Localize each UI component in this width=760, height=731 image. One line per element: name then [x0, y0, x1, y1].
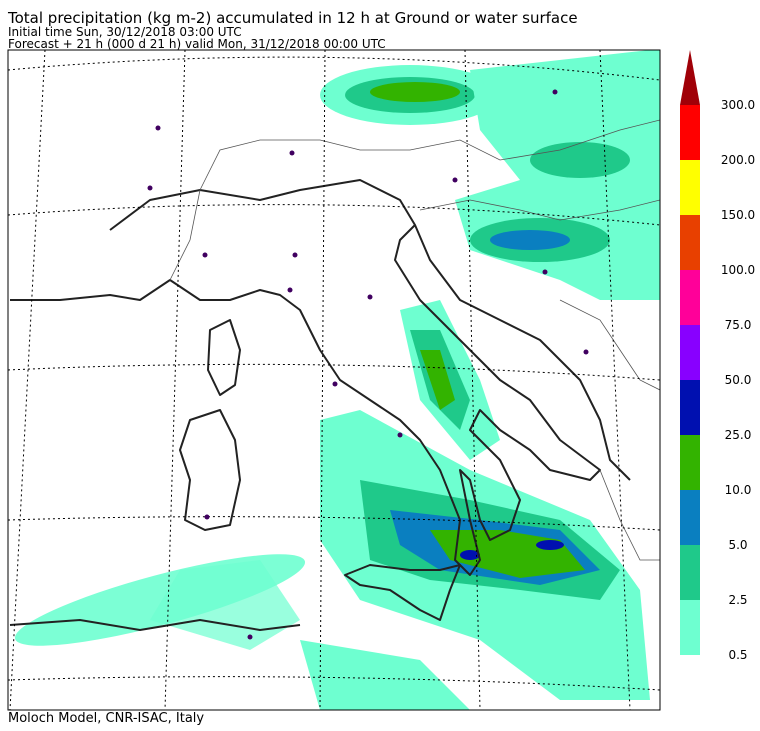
map: [8, 50, 660, 710]
colorbar-band: [680, 380, 700, 435]
forecast-time: Forecast + 21 h (000 d 21 h) valid Mon, …: [8, 37, 386, 51]
colorbar-label: 150.0: [721, 208, 755, 222]
colorbar-band: [680, 545, 700, 600]
footer: Moloch Model, CNR-ISAC, Italy: [8, 711, 204, 726]
colorbar-label: 10.0: [725, 483, 752, 497]
colorbar-band: [680, 215, 700, 270]
coastlines: [9, 179, 631, 631]
colorbar-label: 5.0: [728, 538, 747, 552]
colorbar-label: 200.0: [721, 153, 755, 167]
map-frame: [7, 49, 661, 711]
colorbar-label: 50.0: [725, 373, 752, 387]
colorbar-band: [680, 490, 700, 545]
colorbar-label: 0.5: [728, 648, 747, 662]
colorbar-over-arrow: [680, 50, 700, 105]
colorbar-band: [680, 105, 700, 160]
colorbar-band: [680, 325, 700, 380]
graticule: [8, 50, 660, 710]
cities: [147, 89, 589, 640]
title: Total precipitation (kg m-2) accumulated…: [7, 9, 578, 27]
colorbar-label: 100.0: [721, 263, 755, 277]
colorbar-band: [680, 435, 700, 490]
colorbar: 0.5 2.5 5.0 10.0 25.0 50.0 75.0 100.0 150.0 200.0…: [680, 50, 755, 662]
colorbar-label: 300.0: [721, 98, 755, 112]
initial-time: Initial time Sun, 30/12/2018 03:00 UTC: [8, 25, 242, 39]
colorbar-band: [680, 270, 700, 325]
borders: [169, 119, 660, 561]
colorbar-band: [680, 160, 700, 215]
colorbar-label: 2.5: [728, 593, 747, 607]
colorbar-label: 25.0: [725, 428, 752, 442]
colorbar-band: [680, 600, 700, 655]
colorbar-label: 75.0: [725, 318, 752, 332]
